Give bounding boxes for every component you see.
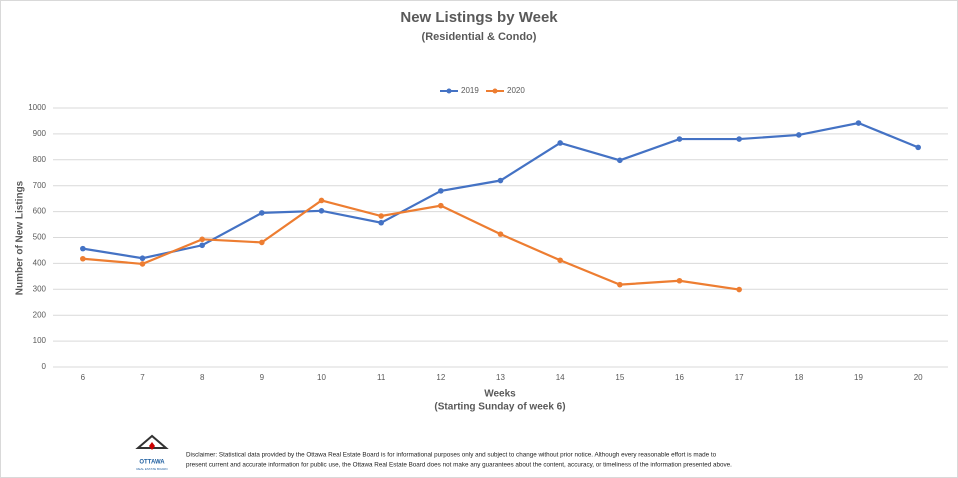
series-marker bbox=[915, 144, 921, 151]
x-tick-label: 13 bbox=[496, 373, 505, 382]
series-marker bbox=[318, 197, 325, 204]
series-marker bbox=[139, 261, 146, 267]
x-axis-label: Weeks bbox=[484, 389, 516, 400]
x-tick-label: 11 bbox=[377, 373, 386, 382]
series-marker bbox=[617, 157, 623, 164]
chart-subtitle: (Residential & Condo) bbox=[422, 31, 537, 43]
series-marker bbox=[199, 236, 205, 243]
series-marker bbox=[557, 140, 563, 146]
x-tick-label: 7 bbox=[140, 373, 145, 382]
x-tick-label: 16 bbox=[675, 373, 684, 382]
x-tick-label: 12 bbox=[436, 373, 445, 382]
legend-label: 2019 bbox=[461, 86, 479, 95]
series-marker bbox=[796, 132, 802, 138]
series-marker bbox=[378, 219, 384, 226]
x-tick-label: 15 bbox=[615, 373, 624, 382]
series-marker bbox=[80, 245, 86, 252]
disclaimer: Disclaimer: Statistical data provided by… bbox=[186, 452, 717, 459]
y-tick-label: 100 bbox=[33, 336, 47, 345]
series-marker bbox=[259, 210, 265, 216]
y-tick-label: 700 bbox=[33, 181, 47, 190]
y-tick-label: 600 bbox=[33, 207, 47, 216]
y-tick-label: 900 bbox=[33, 129, 47, 138]
y-tick-label: 500 bbox=[33, 233, 47, 242]
series-marker bbox=[676, 136, 683, 142]
x-axis-sublabel: (Starting Sunday of week 6) bbox=[434, 402, 565, 413]
x-tick-label: 14 bbox=[556, 373, 565, 382]
series-marker bbox=[736, 286, 742, 293]
y-tick-label: 300 bbox=[33, 284, 47, 293]
x-tick-label: 8 bbox=[200, 373, 205, 382]
legend-marker bbox=[446, 88, 452, 94]
series-line bbox=[82, 199, 740, 291]
series-marker bbox=[497, 231, 504, 237]
y-tick-label: 200 bbox=[33, 310, 47, 319]
x-tick-label: 6 bbox=[81, 373, 86, 382]
y-tick-label: 400 bbox=[33, 259, 47, 268]
series-marker bbox=[259, 239, 265, 246]
x-tick-label: 18 bbox=[794, 373, 803, 382]
series-marker bbox=[199, 242, 205, 249]
logo-leaf bbox=[149, 442, 155, 450]
series-marker bbox=[80, 255, 86, 262]
logo-subtext: REAL ESTATE BOARD bbox=[136, 467, 168, 471]
y-tick-label: 1000 bbox=[28, 103, 46, 112]
disclaimer: present current and accurate information… bbox=[186, 462, 732, 469]
y-axis-label: Number of New Listings bbox=[15, 180, 26, 295]
legend-marker bbox=[492, 88, 498, 94]
series-marker bbox=[855, 120, 862, 126]
series-marker bbox=[378, 213, 384, 219]
series-marker bbox=[139, 255, 146, 262]
series-marker bbox=[438, 188, 444, 194]
series-marker bbox=[497, 177, 504, 184]
x-tick-label: 20 bbox=[914, 373, 923, 382]
series-marker bbox=[676, 277, 683, 284]
logo: OTTAWA REAL ESTATE BOARD bbox=[135, 434, 169, 471]
series-marker bbox=[438, 202, 444, 209]
x-tick-label: 17 bbox=[735, 373, 744, 382]
x-tick-label: 19 bbox=[854, 373, 863, 382]
logo-text: OTTAWA bbox=[139, 460, 165, 466]
y-tick-label: 800 bbox=[33, 155, 47, 164]
chart-title: New Listings by Week bbox=[400, 9, 558, 26]
series-marker bbox=[736, 136, 742, 142]
series-marker bbox=[318, 208, 325, 214]
legend-label: 2020 bbox=[507, 86, 525, 95]
x-tick-label: 10 bbox=[317, 373, 326, 382]
series-marker bbox=[557, 257, 563, 264]
series-marker bbox=[617, 281, 623, 288]
y-tick-label: 0 bbox=[42, 362, 47, 371]
x-tick-label: 9 bbox=[260, 373, 265, 382]
